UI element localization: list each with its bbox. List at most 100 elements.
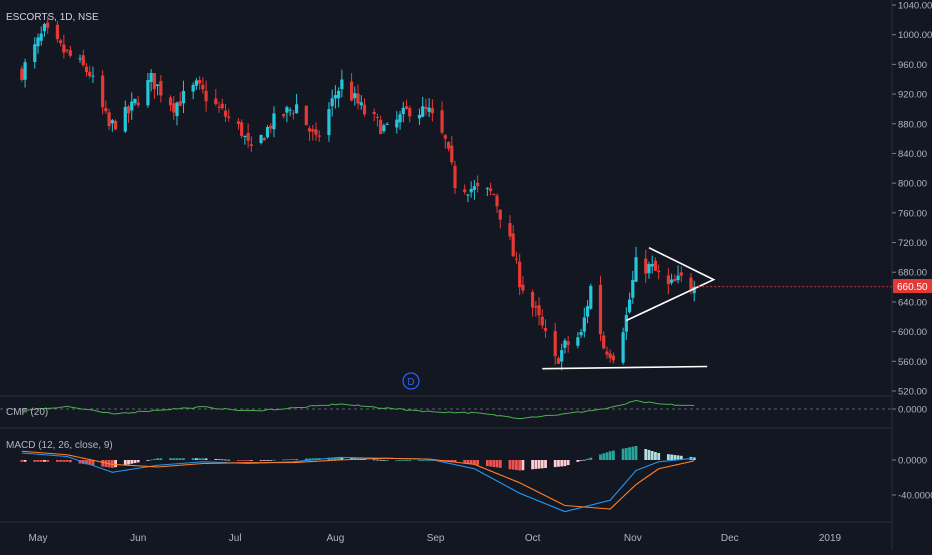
candle-body: [495, 195, 499, 207]
price-tick-label: 600.00: [898, 327, 927, 338]
candle: [566, 335, 570, 353]
candle-body: [670, 279, 674, 283]
triangle-pattern[interactable]: [626, 247, 716, 322]
candle: [223, 103, 228, 123]
candle: [91, 66, 95, 83]
macd-histogram-bar: [59, 460, 63, 462]
macd-histogram-bar: [330, 457, 334, 460]
support-line[interactable]: [542, 365, 708, 370]
candle: [398, 110, 402, 130]
candle-body: [340, 79, 344, 90]
candle-body: [540, 316, 544, 326]
candle: [243, 135, 247, 145]
candle: [537, 297, 541, 326]
candle: [679, 266, 683, 283]
candle-body: [398, 114, 402, 123]
candle: [631, 270, 635, 304]
macd-histogram-bar: [285, 459, 289, 461]
candle: [42, 22, 47, 37]
candle-body: [327, 109, 331, 136]
candle-body: [430, 108, 434, 114]
candle-body: [647, 264, 651, 274]
candle-body: [259, 134, 263, 144]
candle-body: [178, 101, 182, 106]
candle-body: [146, 80, 150, 106]
candle-body: [566, 341, 570, 345]
candle-body: [220, 103, 224, 109]
dividend-marker[interactable]: D: [402, 372, 420, 390]
candle: [217, 101, 221, 113]
candle-body: [427, 107, 431, 112]
candle-body: [621, 332, 625, 363]
candle-body: [314, 129, 318, 135]
candle: [395, 111, 399, 134]
time-tick-label: Aug: [327, 533, 345, 544]
candle-body: [130, 101, 134, 111]
macd-histogram-bar: [602, 453, 606, 460]
time-tick-label: May: [29, 533, 48, 544]
macd-histogram-bar: [508, 460, 512, 470]
candle-body: [556, 358, 561, 364]
macd-histogram-bar: [673, 454, 677, 460]
macd-histogram-bar: [372, 459, 376, 461]
candle-body: [62, 44, 66, 53]
macd-histogram-bar: [469, 460, 473, 465]
candle: [288, 107, 292, 117]
candle: [362, 98, 367, 117]
candle: [518, 253, 522, 296]
candle: [579, 328, 583, 338]
macd-histogram-bar: [266, 460, 269, 461]
candle: [647, 261, 651, 279]
candle: [152, 73, 156, 99]
macd-histogram-bar: [195, 458, 198, 460]
candle: [175, 101, 179, 126]
candle-body: [453, 165, 457, 189]
macd-histogram-bar: [220, 459, 224, 461]
candle: [236, 118, 241, 130]
candle-body: [156, 84, 160, 87]
candle-body: [311, 129, 315, 132]
macd-histogram-bar: [657, 453, 661, 460]
candle: [598, 275, 603, 342]
candle-body: [627, 299, 632, 313]
price-tick-label: 520.00: [898, 387, 927, 398]
macd-histogram-bar: [101, 460, 105, 467]
macd-histogram-bar: [385, 460, 389, 461]
candle: [421, 96, 425, 118]
macd-histogram-bar: [537, 460, 541, 469]
candle: [333, 85, 338, 109]
time-tick-label: Dec: [721, 533, 739, 544]
candle: [585, 300, 590, 324]
macd-histogram-bar: [563, 460, 567, 467]
last-price-tag-bg: [893, 279, 932, 293]
macd-histogram-bar: [282, 459, 286, 461]
candle-body: [508, 223, 512, 237]
candle-body: [395, 119, 399, 128]
candle-body: [204, 90, 208, 102]
candle: [605, 346, 609, 359]
candle: [443, 133, 447, 149]
macd-histogram-bar: [243, 460, 247, 461]
macd-histogram-bar: [582, 459, 586, 461]
candle-body: [39, 33, 43, 41]
candle-body: [443, 135, 447, 139]
candle: [430, 99, 434, 122]
candle: [353, 86, 357, 106]
candle-body: [450, 145, 454, 163]
macd-histogram-bar: [485, 460, 489, 467]
macd-histogram-bar: [376, 459, 379, 461]
candle: [375, 113, 380, 127]
candle: [88, 65, 92, 79]
macd-histogram-bar: [20, 460, 24, 462]
candle: [427, 98, 431, 118]
candle: [372, 108, 376, 122]
candle: [492, 193, 496, 196]
macd-histogram-bar: [146, 460, 150, 461]
macd-histogram-bar: [424, 460, 428, 461]
candle: [453, 160, 457, 194]
candle: [385, 122, 389, 126]
candle: [337, 87, 341, 108]
candle: [307, 125, 312, 141]
candle-body: [498, 209, 502, 220]
